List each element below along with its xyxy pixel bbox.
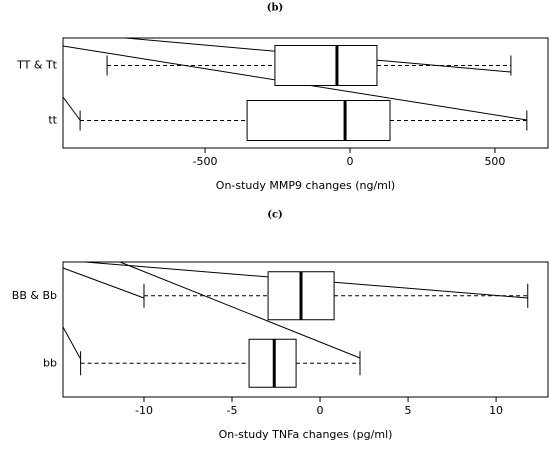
diagonal-line — [62, 267, 145, 299]
box — [274, 45, 378, 86]
y-tick-label: BB & Bb — [12, 289, 57, 302]
plot-frame — [62, 37, 549, 149]
x-tick-label: -500 — [193, 155, 218, 168]
x-tick-label: 10 — [489, 404, 503, 417]
x-tick-label: 0 — [346, 155, 353, 168]
y-tick-label: bb — [43, 356, 57, 369]
plot-frame — [62, 261, 549, 398]
x-axis-label: On-study MMP9 changes (ng/ml) — [216, 179, 395, 192]
x-axis-label: On-study TNFa changes (pg/ml) — [219, 428, 393, 441]
x-tick-label: 500 — [484, 155, 505, 168]
x-tick-label: -5 — [227, 404, 238, 417]
x-tick-label: 0 — [317, 404, 324, 417]
y-tick-label: tt — [48, 114, 57, 127]
diagonal-line — [119, 261, 361, 359]
diagonal-line — [62, 96, 81, 121]
box — [246, 100, 391, 141]
x-tick-label: 5 — [405, 404, 412, 417]
chart-title: (b) — [267, 3, 283, 14]
y-tick-label: TT & Tt — [16, 59, 58, 72]
box — [248, 338, 297, 388]
chart-title: (c) — [267, 210, 283, 221]
diagonal-line — [62, 326, 81, 359]
x-tick-label: -10 — [135, 404, 153, 417]
